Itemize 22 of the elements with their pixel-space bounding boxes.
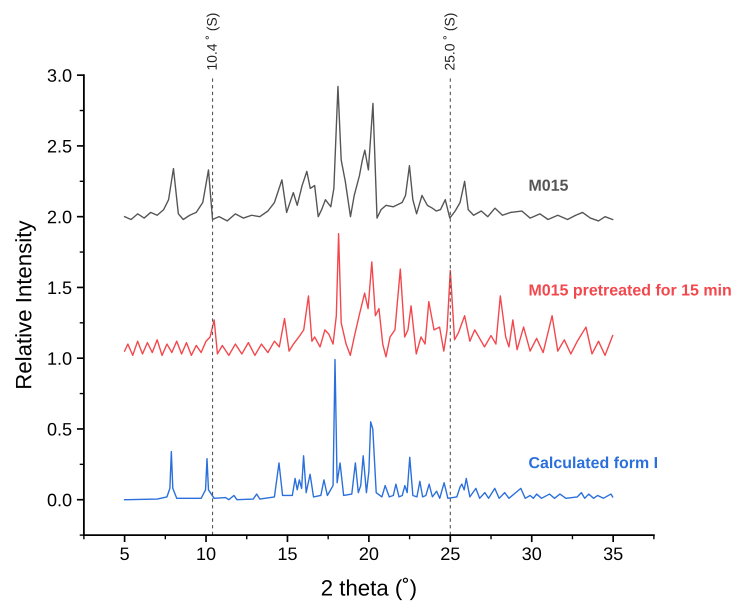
x-axis-title: 2 theta (˚): [322, 578, 416, 600]
y-tick-label: 1.0: [48, 352, 72, 365]
x-tick-label: 35: [604, 547, 622, 560]
x-tick-label: 15: [278, 548, 297, 560]
series-label: M015 pretreated for 15 min: [530, 284, 731, 299]
ref-line-label: 25.0 ˚ (S): [443, 14, 458, 70]
y-axis-title: Relative Intensity: [15, 220, 36, 388]
line-series: [124, 358, 614, 500]
y-tick-label: 1.5: [48, 282, 72, 294]
x-tick-label: 25: [441, 547, 460, 560]
y-tick-label: 2.0: [48, 210, 72, 224]
x-tick-label: 5: [120, 548, 129, 560]
series-label: Calculated form I: [529, 456, 657, 468]
x-tick-label: 10: [197, 547, 216, 560]
y-tick-label: 0.5: [48, 422, 72, 436]
y-tick-label: 2.5: [48, 140, 72, 153]
series-label: M015: [530, 180, 568, 191]
y-tick-label: 0.0: [48, 494, 72, 506]
y-tick-label: 3.0: [48, 69, 72, 82]
x-tick-label: 20: [360, 547, 378, 560]
ref-line-label: 10.4 ˚ (S): [206, 14, 220, 70]
x-tick-label: 30: [522, 547, 542, 560]
